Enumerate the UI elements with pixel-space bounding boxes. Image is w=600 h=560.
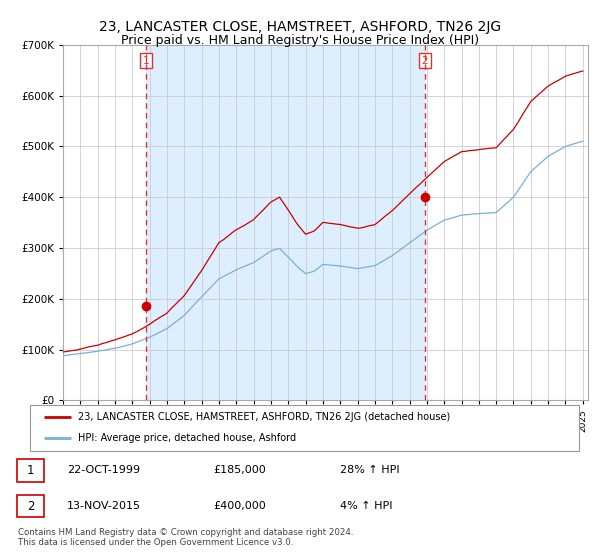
- Text: 1: 1: [26, 464, 34, 477]
- Text: 28% ↑ HPI: 28% ↑ HPI: [340, 465, 400, 475]
- FancyBboxPatch shape: [30, 405, 579, 451]
- Text: Price paid vs. HM Land Registry's House Price Index (HPI): Price paid vs. HM Land Registry's House …: [121, 34, 479, 46]
- Text: 2: 2: [421, 56, 428, 66]
- Text: £185,000: £185,000: [214, 465, 266, 475]
- Text: 2: 2: [26, 500, 34, 512]
- Text: 4% ↑ HPI: 4% ↑ HPI: [340, 501, 393, 511]
- Text: 13-NOV-2015: 13-NOV-2015: [67, 501, 141, 511]
- Text: HPI: Average price, detached house, Ashford: HPI: Average price, detached house, Ashf…: [79, 433, 296, 444]
- Bar: [146, 45, 425, 400]
- Text: 23, LANCASTER CLOSE, HAMSTREET, ASHFORD, TN26 2JG (detached house): 23, LANCASTER CLOSE, HAMSTREET, ASHFORD,…: [79, 412, 451, 422]
- Text: 1: 1: [143, 56, 149, 66]
- Text: Contains HM Land Registry data © Crown copyright and database right 2024.
This d: Contains HM Land Registry data © Crown c…: [18, 528, 353, 547]
- Text: £400,000: £400,000: [214, 501, 266, 511]
- Text: 23, LANCASTER CLOSE, HAMSTREET, ASHFORD, TN26 2JG: 23, LANCASTER CLOSE, HAMSTREET, ASHFORD,…: [99, 20, 501, 34]
- FancyBboxPatch shape: [17, 495, 44, 517]
- Text: 22-OCT-1999: 22-OCT-1999: [67, 465, 140, 475]
- FancyBboxPatch shape: [17, 459, 44, 482]
